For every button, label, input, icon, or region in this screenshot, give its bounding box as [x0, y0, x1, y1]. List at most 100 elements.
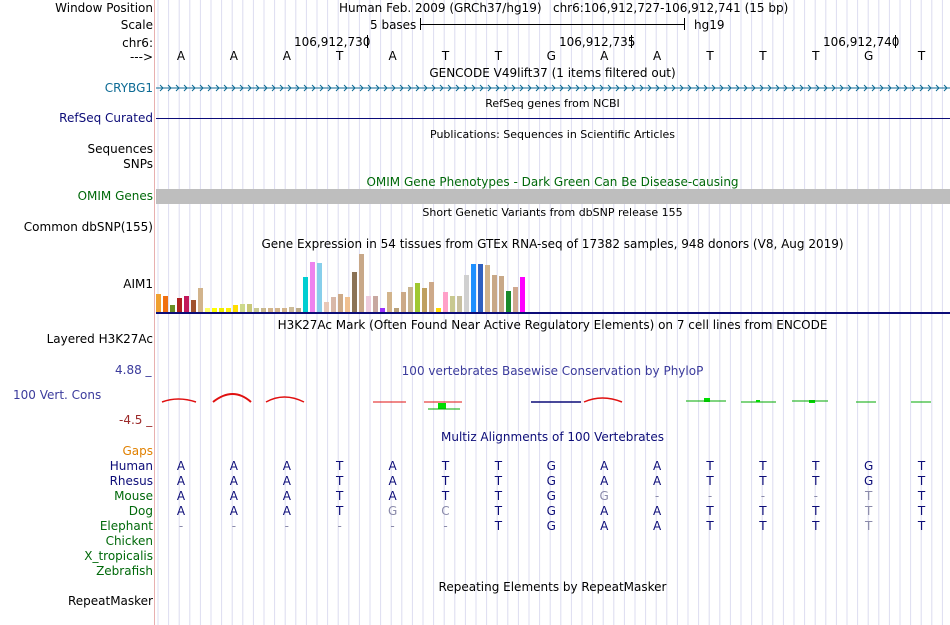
- gencode-title[interactable]: GENCODE V49lift37 (1 items filtered out): [429, 66, 676, 80]
- gtex-tissue-bar[interactable]: [310, 262, 315, 312]
- strand-chevron: [863, 84, 868, 92]
- assembly-title[interactable]: Human Feb. 2009 (GRCh37/hg19) chr6:106,9…: [339, 1, 789, 15]
- omim-title[interactable]: OMIM Gene Phenotypes - Dark Green Can Be…: [366, 175, 739, 189]
- gtex-tissue-bar[interactable]: [408, 287, 413, 312]
- phylop-vert-cons-label[interactable]: 100 Vert. Cons: [13, 388, 102, 402]
- gtex-tissue-bar[interactable]: [345, 297, 350, 312]
- alignment-base: T: [336, 474, 344, 488]
- gtex-tissue-bar[interactable]: [366, 296, 371, 312]
- strand-chevron: [431, 84, 436, 92]
- multiz-title[interactable]: Multiz Alignments of 100 Vertebrates: [440, 430, 665, 444]
- gtex-tissue-bar[interactable]: [485, 265, 490, 312]
- layered-h3k27ac-label[interactable]: Layered H3K27Ac: [46, 332, 153, 346]
- alignment-base: A: [652, 504, 662, 518]
- gtex-tissue-bar[interactable]: [401, 292, 406, 312]
- gtex-tissue-bar[interactable]: [373, 296, 378, 312]
- gtex-tissue-bar[interactable]: [338, 294, 343, 312]
- alignment-base: T: [917, 504, 926, 518]
- gtex-tissue-bar[interactable]: [520, 277, 525, 312]
- gtex-tissue-bar[interactable]: [387, 292, 392, 312]
- strand-chevron: [455, 84, 460, 92]
- ruler-tick-mark-1: [367, 35, 368, 48]
- gtex-tissue-bar[interactable]: [156, 294, 161, 312]
- species-label-elephant[interactable]: Elephant: [99, 519, 153, 533]
- gtex-tissue-bar[interactable]: [471, 264, 476, 312]
- snps-label[interactable]: SNPs: [123, 157, 153, 171]
- gtex-tissue-bar[interactable]: [198, 288, 203, 312]
- gtex-tissue-bar[interactable]: [163, 296, 168, 312]
- gtex-tissue-bar[interactable]: [268, 308, 273, 312]
- refseq-title[interactable]: RefSeq genes from NCBI: [485, 97, 620, 110]
- gtex-tissue-bar[interactable]: [436, 308, 441, 312]
- species-label-zebrafish[interactable]: Zebrafish: [96, 564, 153, 578]
- gtex-tissue-bar[interactable]: [233, 305, 238, 312]
- gtex-tissue-bar[interactable]: [359, 254, 364, 312]
- gtex-tissue-bar[interactable]: [219, 308, 224, 312]
- gtex-tissue-bar[interactable]: [506, 291, 511, 312]
- gtex-tissue-bar[interactable]: [394, 308, 399, 312]
- gtex-tissue-bar[interactable]: [478, 264, 483, 312]
- publications-title[interactable]: Publications: Sequences in Scientific Ar…: [430, 128, 675, 141]
- gtex-tissue-bar[interactable]: [247, 304, 252, 312]
- gtex-tissue-bar[interactable]: [352, 272, 357, 312]
- gtex-tissue-bar[interactable]: [499, 276, 504, 312]
- gtex-tissue-bar[interactable]: [289, 307, 294, 312]
- gtex-tissue-bar[interactable]: [226, 308, 231, 312]
- species-label-human[interactable]: Human: [109, 459, 153, 473]
- gtex-tissue-bar[interactable]: [492, 275, 497, 312]
- gtex-tissue-bar[interactable]: [380, 308, 385, 312]
- gtex-tissue-bar[interactable]: [464, 275, 469, 312]
- gtex-tissue-bar[interactable]: [457, 296, 462, 312]
- refseq-curated-label[interactable]: RefSeq Curated: [59, 111, 153, 125]
- dbsnp-title[interactable]: Short Genetic Variants from dbSNP releas…: [422, 206, 683, 219]
- gtex-tissue-bar[interactable]: [513, 287, 518, 312]
- omim-genes-label[interactable]: OMIM Genes: [77, 189, 153, 203]
- alignment-base: T: [441, 489, 450, 503]
- gtex-tissue-bar[interactable]: [240, 304, 245, 312]
- gtex-tissue-bar[interactable]: [212, 308, 217, 312]
- gtex-tissue-bar[interactable]: [177, 298, 182, 312]
- strand-chevron: [895, 84, 900, 92]
- species-label-chicken[interactable]: Chicken: [105, 534, 153, 548]
- phylop-signal[interactable]: [156, 390, 950, 414]
- gtex-tissue-bar[interactable]: [450, 296, 455, 312]
- gtex-tissue-bar[interactable]: [429, 282, 434, 312]
- species-label-x_tropicalis[interactable]: X_tropicalis: [84, 549, 153, 563]
- species-label-mouse[interactable]: Mouse: [114, 489, 153, 503]
- repeatmasker-title[interactable]: Repeating Elements by RepeatMasker: [438, 580, 667, 594]
- gtex-tissue-bar[interactable]: [254, 308, 259, 312]
- h3k27ac-title[interactable]: H3K27Ac Mark (Often Found Near Active Re…: [277, 318, 828, 332]
- gtex-tissue-bar[interactable]: [317, 263, 322, 312]
- species-label-rhesus[interactable]: Rhesus: [109, 474, 153, 488]
- alignment-base: A: [652, 474, 662, 488]
- gtex-tissue-bar[interactable]: [282, 308, 287, 312]
- strand-chevron: [479, 84, 484, 92]
- gtex-tissue-bar[interactable]: [184, 296, 189, 312]
- crybg1-gene-feature[interactable]: [156, 82, 950, 94]
- strand-chevron: [527, 84, 532, 92]
- gtex-tissue-bar[interactable]: [415, 283, 420, 312]
- gtex-tissue-bar[interactable]: [296, 308, 301, 312]
- crybg1-gene-label[interactable]: CRYBG1: [104, 81, 153, 95]
- aim1-gtex-label[interactable]: AIM1: [123, 277, 153, 291]
- common-dbsnp-label[interactable]: Common dbSNP(155): [23, 220, 153, 234]
- gtex-tissue-bar[interactable]: [205, 308, 210, 312]
- gtex-title[interactable]: Gene Expression in 54 tissues from GTEx …: [261, 237, 844, 251]
- gtex-tissue-bar[interactable]: [275, 308, 280, 312]
- omim-feature-bar[interactable]: [156, 189, 950, 204]
- gtex-bar-chart[interactable]: [156, 252, 536, 312]
- gtex-tissue-bar[interactable]: [191, 300, 196, 312]
- gtex-tissue-bar[interactable]: [443, 292, 448, 312]
- gtex-tissue-bar[interactable]: [331, 297, 336, 312]
- repeatmasker-label[interactable]: RepeatMasker: [67, 594, 153, 608]
- refseq-gene-line[interactable]: [156, 118, 950, 119]
- gtex-tissue-bar[interactable]: [422, 288, 427, 312]
- alignment-base: A: [176, 489, 186, 503]
- gtex-tissue-bar[interactable]: [324, 302, 329, 312]
- gtex-tissue-bar[interactable]: [170, 305, 175, 312]
- gtex-tissue-bar[interactable]: [303, 277, 308, 312]
- sequences-label[interactable]: Sequences: [87, 142, 153, 156]
- species-label-dog[interactable]: Dog: [128, 504, 153, 518]
- gtex-tissue-bar[interactable]: [261, 308, 266, 312]
- phylop-title[interactable]: 100 vertebrates Basewise Conservation by…: [401, 364, 704, 378]
